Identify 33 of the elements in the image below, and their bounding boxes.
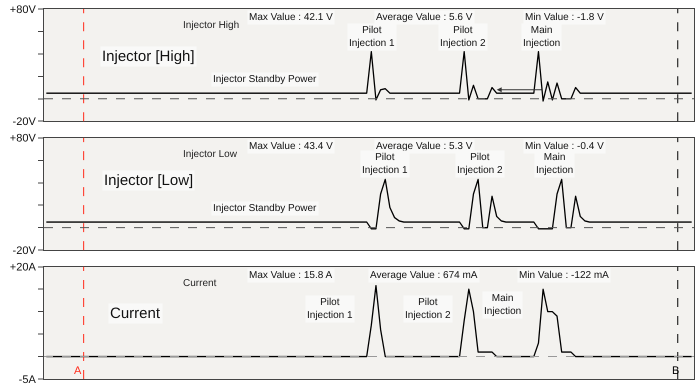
y-tick-label: +80V bbox=[10, 4, 36, 16]
y-tick-label: -20V bbox=[12, 116, 36, 128]
annotation: Injector Standby Power bbox=[213, 203, 318, 214]
annotation: A bbox=[74, 365, 82, 377]
annotation: Average Value : 674 mA bbox=[370, 270, 478, 281]
y-tick-label: +20A bbox=[10, 262, 36, 274]
annotation: Pilot Injection 2 bbox=[440, 25, 486, 49]
annotation: Pilot Injection 1 bbox=[349, 25, 396, 49]
annotation: Main Injection bbox=[536, 152, 574, 176]
annotation: Max Value : 15.8 A bbox=[249, 270, 333, 281]
annotation: Pilot Injection 1 bbox=[307, 297, 354, 321]
annotation: Injector [Low] bbox=[104, 172, 194, 189]
annotation: Pilot Injection 2 bbox=[457, 152, 504, 176]
annotation: Average Value : 5.6 V bbox=[376, 12, 473, 23]
y-tick-label: +80V bbox=[10, 132, 36, 145]
annotation: Pilot Injection 1 bbox=[362, 152, 408, 176]
annotation: Max Value : 43.4 V bbox=[249, 141, 334, 152]
annotation: Main Injection bbox=[523, 25, 560, 49]
text: Injector High bbox=[183, 20, 240, 31]
y-tick-label: -5A bbox=[18, 374, 36, 386]
annotation: Pilot Injection 2 bbox=[405, 297, 452, 321]
annotation: Max Value : 42.1 V bbox=[249, 12, 334, 23]
annotation: Current bbox=[110, 305, 161, 322]
y-tick-label: -20V bbox=[12, 244, 36, 257]
text: Current bbox=[183, 278, 217, 289]
text: Injector Low bbox=[183, 149, 238, 160]
annotation: Min Value : -0.4 V bbox=[525, 141, 604, 152]
annotation: Injector [High] bbox=[102, 48, 195, 65]
annotation: Main Injection bbox=[484, 293, 522, 317]
annotation: Min Value : -1.8 V bbox=[525, 12, 604, 23]
annotation: Min Value : -122 mA bbox=[519, 270, 610, 281]
annotation: Average Value : 5.3 V bbox=[376, 141, 473, 152]
annotation: Injector Standby Power bbox=[213, 74, 318, 85]
